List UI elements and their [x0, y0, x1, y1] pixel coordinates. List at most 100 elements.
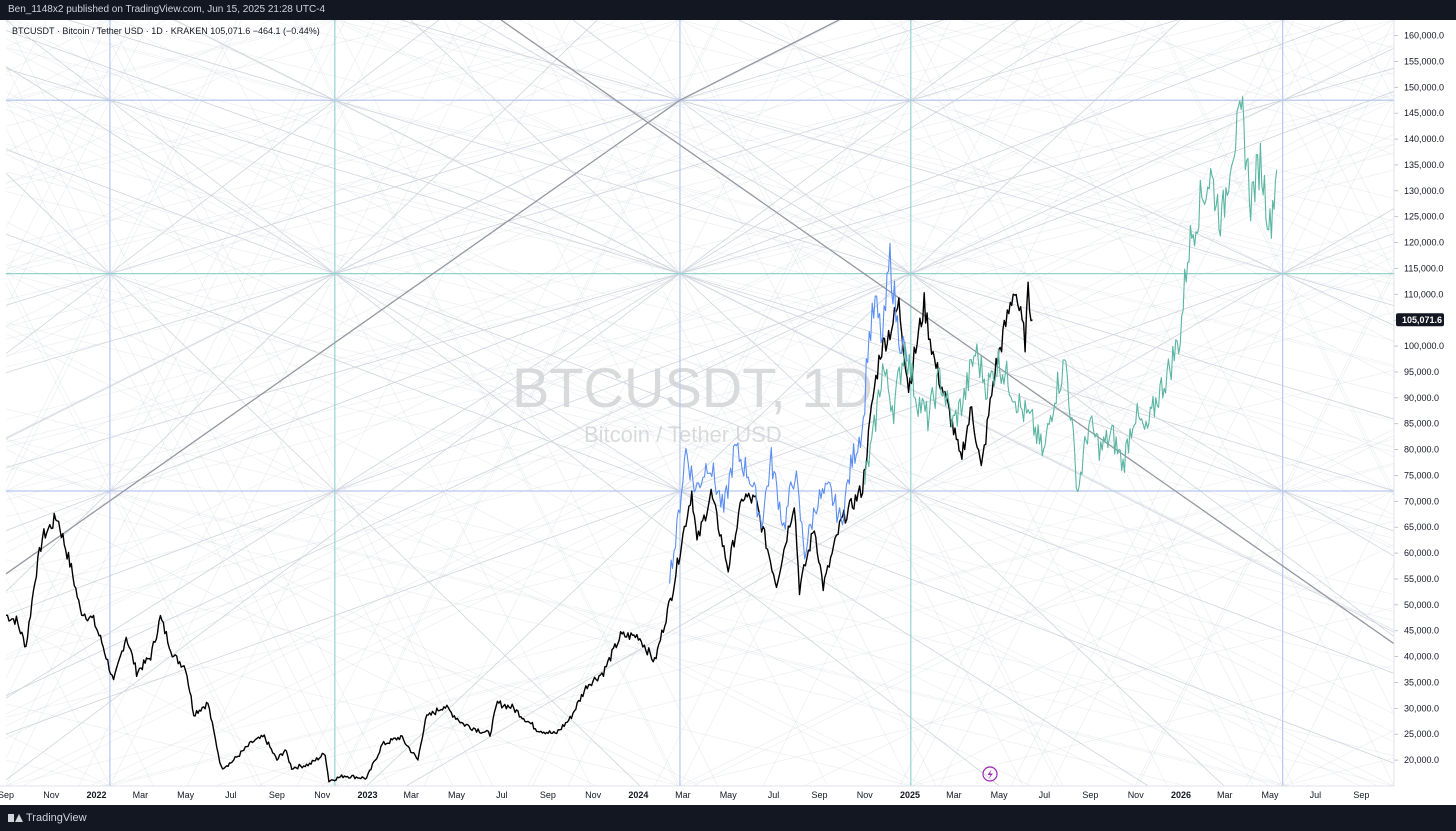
x-tick-label-6: Sep [269, 790, 285, 800]
gann-ray-5-3 [5, 20, 111, 228]
gann-ray-13-0 [5, 326, 925, 787]
gann-ray-4-5 [5, 438, 1395, 787]
gann-ray-26-1 [5, 44, 1395, 739]
x-tick-label-12: Sep [540, 790, 556, 800]
gann-ray-32-0 [886, 20, 1395, 274]
gann-ray-6-0 [5, 47, 1395, 743]
gann-fan-line-12 [5, 20, 1178, 373]
gann-ray-0-4 [5, 20, 1395, 368]
publish-bar: Ben_1148x2 published on TradingView.com,… [0, 0, 1456, 20]
x-tick-label-24: Sep [1082, 790, 1098, 800]
gann-ray-13-5 [5, 225, 1395, 574]
gann-ray-25-1 [5, 20, 1283, 659]
tradingview-brand[interactable]: TradingView [8, 811, 87, 825]
gann-ray-3-3 [5, 20, 242, 492]
series-0-price [6, 281, 1033, 783]
gann-ray-6-4 [5, 73, 1395, 422]
gann-ray-5-0 [109, 20, 1395, 663]
publish-info: Ben_1148x2 published on TradingView.com,… [8, 4, 326, 15]
gann-ray-30-5 [5, 20, 1395, 368]
gann-ray-32-1 [369, 273, 1395, 787]
gann-ray-30-3 [1010, 20, 1395, 787]
gann-ray-1-5 [5, 20, 327, 101]
gann-ray-6-3 [5, 20, 151, 309]
gann-fan-line-3 [5, 172, 641, 787]
y-tick-label-24: 40,000.0 [1404, 652, 1439, 662]
gann-ray-14-4 [5, 703, 335, 787]
gann-ray-2-1 [5, 20, 514, 274]
series-2-projection [864, 96, 1278, 493]
gann-ray-21-1 [5, 20, 1072, 553]
gann-ray-24-3 [910, 20, 1295, 787]
btcusdt-chart[interactable]: BTCUSDT, 1D Bitcoin / Tether USD 160,000… [0, 20, 1456, 805]
y-tick-label-20: 60,000.0 [1404, 548, 1439, 558]
gann-ray-25-0 [1282, 20, 1395, 76]
gann-fan-line-13 [5, 149, 1395, 674]
gann-ray-27-3 [1026, 50, 1395, 787]
gann-ray-22-1 [5, 31, 1395, 727]
gann-ray-5-4 [109, 20, 1395, 342]
gann-ray-33-1 [803, 490, 1395, 787]
symbol-legend[interactable]: BTCUSDT · Bitcoin / Tether USD · 1D · KR… [12, 26, 320, 36]
tradingview-logo-icon [8, 813, 23, 823]
price-series [6, 96, 1278, 783]
last-price-badge [1396, 313, 1444, 327]
gann-ray-0-2 [5, 20, 390, 787]
gann-ray-2-4 [5, 273, 1395, 621]
gann-ray-18-0 [5, 153, 1271, 787]
events-icon[interactable] [982, 766, 998, 782]
x-tick-label-18: Sep [811, 790, 827, 800]
x-tick-label-11: Jul [496, 790, 508, 800]
gann-ray-33-5 [213, 490, 1395, 787]
price-axis[interactable]: 160,000.0 155,000.0 150,000.0 145,000.0 140,… [1393, 20, 1444, 786]
gann-ray-10-1 [5, 20, 335, 185]
y-tick-label-2: 150,000.0 [1404, 82, 1444, 92]
gann-fan-line-20 [5, 67, 1395, 468]
gann-ray-29-2 [899, 20, 1283, 787]
time-axis[interactable]: Sep Nov 2022 Mar May Jul Sep Nov 2023 Mar May Jul Se… [0, 785, 1394, 800]
gann-ray-34-0 [5, 91, 1395, 787]
gann-ray-7-4 [5, 247, 1395, 595]
x-tick-label-22: May [991, 790, 1009, 800]
y-tick-label-19: 65,000.0 [1404, 522, 1439, 532]
gann-ray-17-3 [423, 20, 808, 787]
gann-ray-19-1 [679, 428, 1395, 787]
gann-ray-21-3 [567, 20, 952, 787]
gann-ray-16-3 [336, 20, 721, 787]
gann-ray-19-2 [296, 20, 681, 787]
gann-ray-26-3 [939, 20, 1324, 787]
gann-ray-16-5 [5, 20, 1001, 270]
gann-ray-9-4 [5, 759, 110, 787]
gann-ray-15-3 [296, 20, 681, 787]
gann-ray-21-5 [5, 20, 1232, 327]
gann-ray-32-4 [379, 20, 1395, 274]
gann-ray-6-1 [5, 20, 271, 153]
gann-ray-12-0 [5, 108, 1360, 787]
gann-ray-23-3 [763, 20, 1147, 787]
gann-ray-32-3 [1137, 273, 1395, 787]
x-tick-label-25: Nov [1128, 790, 1145, 800]
last-price-label: 105,071.6 [1396, 313, 1444, 327]
gann-ray-26-4 [961, 20, 1395, 129]
x-tick-label-26: 2026 [1171, 790, 1191, 800]
gann-ray-12-5 [5, 20, 1350, 357]
gann-ray-21-4 [589, 20, 1395, 222]
chart-area[interactable]: BTCUSDT, 1D Bitcoin / Tether USD 160,000… [0, 20, 1456, 805]
y-tick-label-4: 140,000.0 [1404, 134, 1444, 144]
gann-ray-11-4 [13, 20, 1395, 366]
series-1-projection [669, 242, 908, 584]
gann-ray-12-2 [207, 20, 592, 787]
gann-ray-4-3 [5, 20, 390, 787]
x-tick-label-14: 2024 [628, 790, 648, 800]
gann-ray-6-2 [69, 20, 454, 787]
gann-ray-32-5 [5, 273, 1395, 621]
gann-ray-8-4 [5, 464, 1291, 787]
x-tick-label-5: Jul [225, 790, 237, 800]
gann-ray-33-2 [1158, 20, 1395, 492]
gann-ray-2-0 [5, 273, 1031, 787]
gann-ray-14-5 [334, 520, 1395, 787]
gann-ray-17-0 [172, 20, 1395, 631]
gann-ray-3-5 [5, 143, 1395, 492]
gann-fan-line-18 [5, 20, 1018, 781]
gann-ray-17-1 [5, 20, 1188, 611]
